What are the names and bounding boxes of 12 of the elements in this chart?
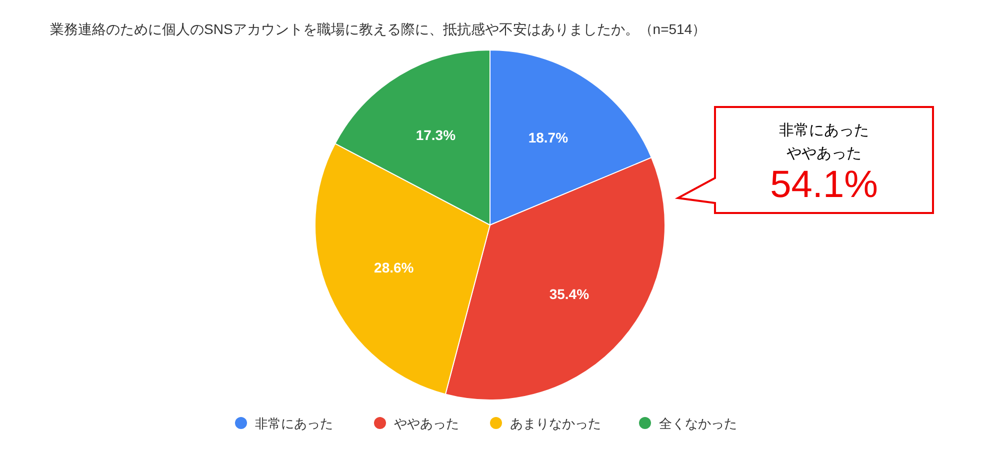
data-label: 28.6% bbox=[374, 259, 414, 276]
text: ややあった bbox=[786, 145, 862, 162]
legend-label: あまりなかった bbox=[510, 416, 601, 431]
data-label: 18.7% bbox=[528, 130, 569, 146]
data-label: 17.3% bbox=[416, 127, 456, 144]
chart-title: 業務連絡のために個人のSNSアカウントを職場に教える際に、抵抗感や不安はありましたか。（n=514） bbox=[50, 21, 706, 37]
legend-label: 全くなかった bbox=[659, 416, 737, 431]
data-label: 35.4% bbox=[549, 286, 590, 302]
text: 54.1% bbox=[770, 164, 878, 206]
text: 非常にあった bbox=[779, 122, 869, 139]
legend-label: ややあった bbox=[394, 416, 459, 431]
legend-label: 非常にあった bbox=[255, 416, 333, 431]
